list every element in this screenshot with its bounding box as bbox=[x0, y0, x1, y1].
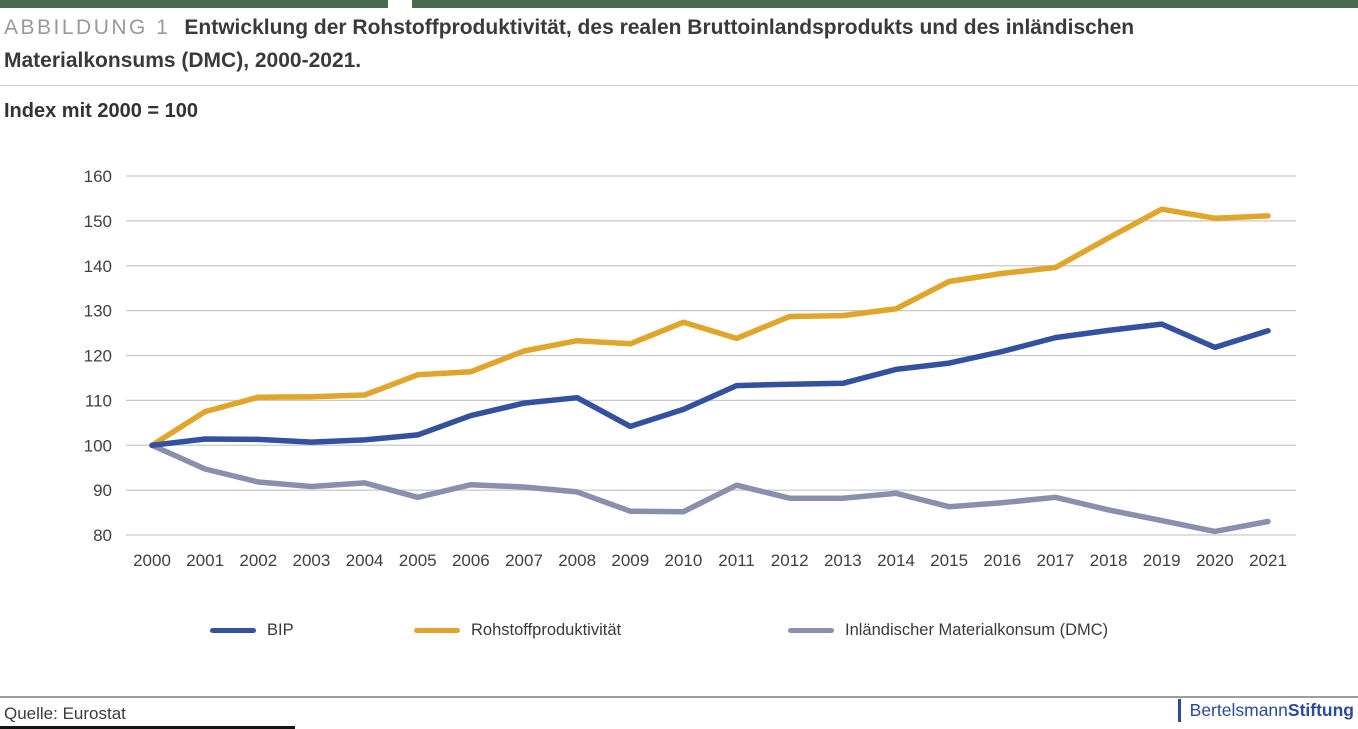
y-tick-label-100: 100 bbox=[84, 436, 112, 455]
brand-name: Bertelsmann bbox=[1189, 700, 1288, 720]
source-note: Quelle: Eurostat bbox=[4, 704, 126, 723]
index-unit-label: Index mit 2000 = 100 bbox=[4, 100, 199, 122]
top-accent-bar bbox=[0, 0, 1358, 8]
rohstoff-line-swatch bbox=[414, 627, 460, 633]
y-tick-label-150: 150 bbox=[84, 212, 112, 231]
x-tick-label-2014: 2014 bbox=[877, 551, 915, 570]
y-tick-label-160: 160 bbox=[84, 167, 112, 186]
x-tick-label-2003: 2003 bbox=[293, 551, 331, 570]
top-bar-notch bbox=[388, 0, 412, 8]
title-divider bbox=[0, 85, 1358, 86]
y-tick-label-90: 90 bbox=[93, 481, 112, 500]
y-tick-label-80: 80 bbox=[93, 526, 112, 545]
x-tick-label-2018: 2018 bbox=[1090, 551, 1128, 570]
bottom-edge-strip bbox=[0, 726, 295, 729]
x-tick-label-2009: 2009 bbox=[611, 551, 649, 570]
logo-bar-icon bbox=[1177, 699, 1181, 722]
dmc-line-swatch bbox=[788, 627, 834, 633]
x-tick-label-2021: 2021 bbox=[1249, 551, 1287, 570]
y-tick-label-110: 110 bbox=[85, 391, 112, 410]
x-tick-label-2013: 2013 bbox=[824, 551, 862, 570]
y-tick-label-130: 130 bbox=[84, 302, 112, 321]
x-tick-label-2020: 2020 bbox=[1196, 551, 1234, 570]
x-tick-label-2016: 2016 bbox=[983, 551, 1021, 570]
brand-suffix: Stiftung bbox=[1287, 700, 1354, 720]
x-tick-label-2006: 2006 bbox=[452, 551, 490, 570]
figure-title: Entwicklung der Rohstoffproduktivität, d… bbox=[4, 16, 1135, 72]
x-tick-label-2008: 2008 bbox=[558, 551, 596, 570]
series-line-rohstoffproduktivit-t bbox=[149, 206, 1271, 449]
legend-item-bip: BIP bbox=[210, 617, 294, 643]
figure-label: ABBILDUNG 1 bbox=[4, 16, 171, 39]
chart-legend: BIP Rohstoffproduktivität Inländischer M… bbox=[0, 617, 1358, 643]
figure-title-block: ABBILDUNG 1 Entwicklung der Rohstoffprodu… bbox=[4, 11, 1184, 77]
x-tick-label-2019: 2019 bbox=[1143, 551, 1181, 570]
x-tick-label-2002: 2002 bbox=[239, 551, 277, 570]
legend-item-dmc: Inländischer Materialkonsum (DMC) bbox=[788, 617, 1108, 643]
x-tick-label-2004: 2004 bbox=[346, 551, 384, 570]
x-tick-label-2015: 2015 bbox=[930, 551, 968, 570]
line-chart: 80 90 100 110 120 130 140 150 160 2000 2001 2002 200… bbox=[84, 167, 1296, 570]
x-tick-label-2011: 2011 bbox=[718, 551, 755, 570]
x-tick-label-2000: 2000 bbox=[133, 551, 171, 570]
bertelsmann-stiftung-logo: Bertelsmann Stiftung bbox=[1177, 699, 1354, 722]
series-line-inl-ndischer-materialkonsum-dmc bbox=[149, 442, 1271, 535]
footer-divider bbox=[0, 696, 1358, 698]
x-tick-label-2001: 2001 bbox=[186, 551, 224, 570]
legend-label-rohstoffproduktivitaet: Rohstoffproduktivität bbox=[471, 620, 622, 639]
y-tick-label-140: 140 bbox=[84, 257, 112, 276]
x-tick-label-2005: 2005 bbox=[399, 551, 437, 570]
x-tick-label-2017: 2017 bbox=[1037, 551, 1075, 570]
legend-label-dmc: Inländischer Materialkonsum (DMC) bbox=[845, 620, 1109, 639]
series-line-bip bbox=[149, 321, 1271, 449]
y-tick-label-120: 120 bbox=[84, 347, 112, 366]
x-tick-label-2010: 2010 bbox=[665, 551, 703, 570]
bip-line-swatch bbox=[210, 627, 256, 633]
x-tick-label-2007: 2007 bbox=[505, 551, 543, 570]
x-tick-label-2012: 2012 bbox=[771, 551, 809, 570]
legend-label-bip: BIP bbox=[267, 620, 294, 639]
legend-item-rohstoffproduktivitaet: Rohstoffproduktivität bbox=[414, 617, 621, 643]
